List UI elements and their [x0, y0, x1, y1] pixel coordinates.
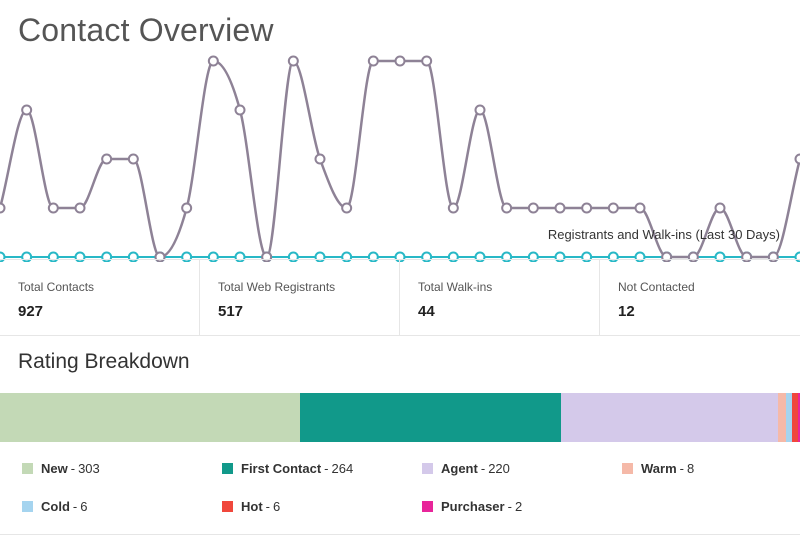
- rating-breakdown-title: Rating Breakdown: [18, 350, 190, 373]
- stat-label: Total Contacts: [18, 280, 95, 294]
- stat-value: 927: [18, 303, 44, 320]
- legend-swatch: [22, 463, 33, 474]
- data-point[interactable]: [634, 202, 646, 214]
- legend-label: Warm: [641, 461, 677, 476]
- stat-total-web-registrants: Total Web Registrants 517: [200, 260, 400, 335]
- data-point[interactable]: [527, 202, 539, 214]
- rating-segment-new[interactable]: [0, 393, 300, 442]
- data-point[interactable]: [474, 104, 486, 116]
- rating-segment-purchaser[interactable]: [797, 393, 800, 442]
- legend-label: New: [41, 461, 68, 476]
- legend-swatch: [222, 463, 233, 474]
- data-point[interactable]: [314, 153, 326, 165]
- legend-count: 303: [78, 461, 100, 476]
- data-point[interactable]: [394, 55, 406, 67]
- legend-separator: -: [679, 461, 684, 476]
- legend-count: 264: [331, 461, 354, 476]
- data-point[interactable]: [47, 202, 59, 214]
- rating-stacked-bar: [0, 393, 800, 442]
- legend-separator: -: [265, 499, 271, 514]
- data-point[interactable]: [21, 104, 33, 116]
- legend-count: 8: [686, 461, 695, 476]
- legend-count: 2: [514, 499, 523, 514]
- legend-item-agent[interactable]: Agent -220: [422, 461, 510, 476]
- legend-count: 220: [488, 461, 510, 476]
- divider: [0, 534, 800, 535]
- data-point[interactable]: [581, 202, 593, 214]
- legend-separator: -: [480, 461, 486, 476]
- legend-swatch: [622, 463, 633, 474]
- stats-row: Total Contacts 927 Total Web Registrants…: [0, 259, 800, 336]
- legend-swatch: [222, 501, 233, 512]
- data-point[interactable]: [234, 104, 246, 116]
- rating-segment-warm[interactable]: [778, 393, 787, 442]
- legend-label: Cold: [41, 499, 70, 514]
- legend-separator: -: [324, 461, 329, 476]
- legend-label: Purchaser: [441, 499, 505, 514]
- stat-total-walk-ins: Total Walk-ins 44: [400, 260, 600, 335]
- legend-label: First Contact: [241, 461, 322, 476]
- data-point[interactable]: [181, 202, 193, 214]
- data-point[interactable]: [714, 202, 726, 214]
- legend-swatch: [422, 463, 433, 474]
- data-point[interactable]: [127, 153, 139, 165]
- data-point[interactable]: [447, 202, 459, 214]
- legend-item-warm[interactable]: Warm -8: [622, 461, 694, 476]
- stat-value: 12: [618, 303, 635, 320]
- rating-segment-cold[interactable]: [786, 393, 793, 442]
- legend-separator: -: [507, 499, 512, 514]
- legend-count: 6: [273, 499, 281, 514]
- rating-segment-agent[interactable]: [560, 393, 779, 442]
- stat-value: 517: [218, 303, 244, 320]
- legend-swatch: [22, 501, 33, 512]
- data-point[interactable]: [421, 55, 433, 67]
- data-point[interactable]: [554, 202, 566, 214]
- legend-label: Agent: [441, 461, 478, 476]
- data-point[interactable]: [341, 202, 353, 214]
- data-point[interactable]: [607, 202, 619, 214]
- legend-item-hot[interactable]: Hot -6: [222, 499, 280, 514]
- data-point[interactable]: [501, 202, 513, 214]
- data-point[interactable]: [287, 55, 299, 67]
- legend-item-new[interactable]: New -303: [22, 461, 100, 476]
- legend-count: 6: [80, 499, 88, 514]
- legend-label: Hot: [241, 499, 263, 514]
- rating-segment-first-contact[interactable]: [299, 393, 561, 442]
- chart-caption: Registrants and Walk-ins (Last 30 Days): [547, 227, 780, 242]
- data-point[interactable]: [101, 153, 113, 165]
- stat-label: Total Web Registrants: [218, 280, 336, 294]
- legend-separator: -: [70, 461, 76, 476]
- legend-item-purchaser[interactable]: Purchaser -2: [422, 499, 522, 514]
- data-point[interactable]: [207, 55, 219, 67]
- legend-item-cold[interactable]: Cold -6: [22, 499, 87, 514]
- rating-segment-hot[interactable]: [792, 393, 798, 442]
- data-point[interactable]: [74, 202, 86, 214]
- stat-label: Total Walk-ins: [418, 280, 493, 294]
- stat-label: Not Contacted: [618, 280, 695, 294]
- page-title: Contact Overview: [18, 12, 274, 48]
- data-point[interactable]: [367, 55, 379, 67]
- stat-total-contacts: Total Contacts 927: [0, 260, 200, 335]
- legend-item-first-contact[interactable]: First Contact -264: [222, 461, 353, 476]
- line-chart: [0, 55, 800, 262]
- stat-not-contacted: Not Contacted 12: [600, 260, 800, 335]
- data-point[interactable]: [794, 153, 800, 165]
- data-point[interactable]: [0, 202, 6, 214]
- legend-swatch: [422, 501, 433, 512]
- legend-separator: -: [72, 499, 78, 514]
- stat-value: 44: [418, 303, 435, 320]
